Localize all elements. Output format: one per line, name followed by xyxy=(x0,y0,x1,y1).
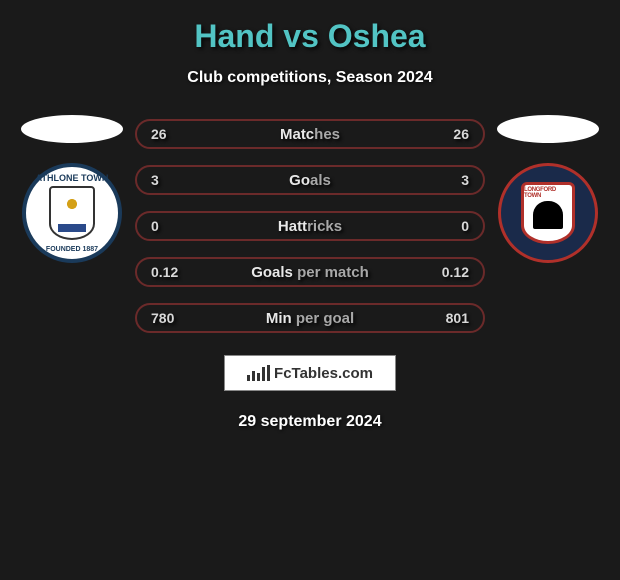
stat-label-right-part: hes xyxy=(314,126,340,143)
stat-row: 0.12 Goals per match 0.12 xyxy=(135,257,485,287)
stat-left-value: 26 xyxy=(151,126,191,142)
badge-right-shield: LONGFORD TOWN xyxy=(521,182,575,244)
player-left-placeholder xyxy=(21,115,123,143)
stat-label-left-part: Hatt xyxy=(278,218,307,235)
stat-label: Hattricks xyxy=(278,218,342,235)
stat-label-left-part: Goals xyxy=(251,264,297,281)
badge-left-bottom-text: FOUNDED 1887 xyxy=(46,246,98,253)
brand-label: FcTables.com xyxy=(274,365,373,382)
stat-row: 780 Min per goal 801 xyxy=(135,303,485,333)
stat-label-left-part: Min xyxy=(266,310,296,327)
club-badge-right: LONGFORD TOWN xyxy=(498,163,598,263)
stat-row: 26 Matches 26 xyxy=(135,119,485,149)
stat-label: Min per goal xyxy=(266,310,354,327)
stat-label-left-part: Go xyxy=(289,172,310,189)
stat-left-value: 780 xyxy=(151,310,191,326)
stat-row: 3 Goals 3 xyxy=(135,165,485,195)
stats-area: ATHLONE TOWN FOUNDED 1887 26 Matches 26 3 Go… xyxy=(0,115,620,333)
date-label: 29 september 2024 xyxy=(238,413,381,431)
stat-right-value: 801 xyxy=(429,310,469,326)
stat-right-value: 0 xyxy=(429,218,469,234)
page-title: Hand vs Oshea xyxy=(194,18,425,55)
stat-label-left-part: Matc xyxy=(280,126,314,143)
stat-label: Matches xyxy=(280,126,340,143)
stats-table: 26 Matches 26 3 Goals 3 0 Hattricks 0 0.12 Goals p… xyxy=(135,119,485,333)
badge-right-arch xyxy=(533,201,563,229)
stat-label-right-part: per goal xyxy=(296,310,354,327)
stat-right-value: 3 xyxy=(429,172,469,188)
player-right-column: LONGFORD TOWN xyxy=(497,115,599,263)
stat-left-value: 0 xyxy=(151,218,191,234)
badge-left-stripe xyxy=(58,224,86,232)
stat-left-value: 3 xyxy=(151,172,191,188)
player-left-column: ATHLONE TOWN FOUNDED 1887 xyxy=(21,115,123,263)
bar-chart-icon xyxy=(247,365,270,381)
stat-row: 0 Hattricks 0 xyxy=(135,211,485,241)
player-right-placeholder xyxy=(497,115,599,143)
stat-left-value: 0.12 xyxy=(151,264,191,280)
stat-label-right-part: als xyxy=(310,172,331,189)
comparison-widget: Hand vs Oshea Club competitions, Season … xyxy=(0,0,620,441)
stat-label: Goals xyxy=(289,172,331,189)
brand-box[interactable]: FcTables.com xyxy=(224,355,396,391)
club-badge-left: ATHLONE TOWN FOUNDED 1887 xyxy=(22,163,122,263)
badge-left-shield xyxy=(49,186,95,240)
page-subtitle: Club competitions, Season 2024 xyxy=(187,69,432,87)
stat-right-value: 26 xyxy=(429,126,469,142)
badge-left-arc-text: ATHLONE TOWN xyxy=(36,173,109,183)
stat-right-value: 0.12 xyxy=(429,264,469,280)
badge-right-arc-text: LONGFORD TOWN xyxy=(524,187,572,199)
stat-label-right-part: per match xyxy=(297,264,369,281)
stat-label-right-part: ricks xyxy=(307,218,342,235)
stat-label: Goals per match xyxy=(251,264,369,281)
